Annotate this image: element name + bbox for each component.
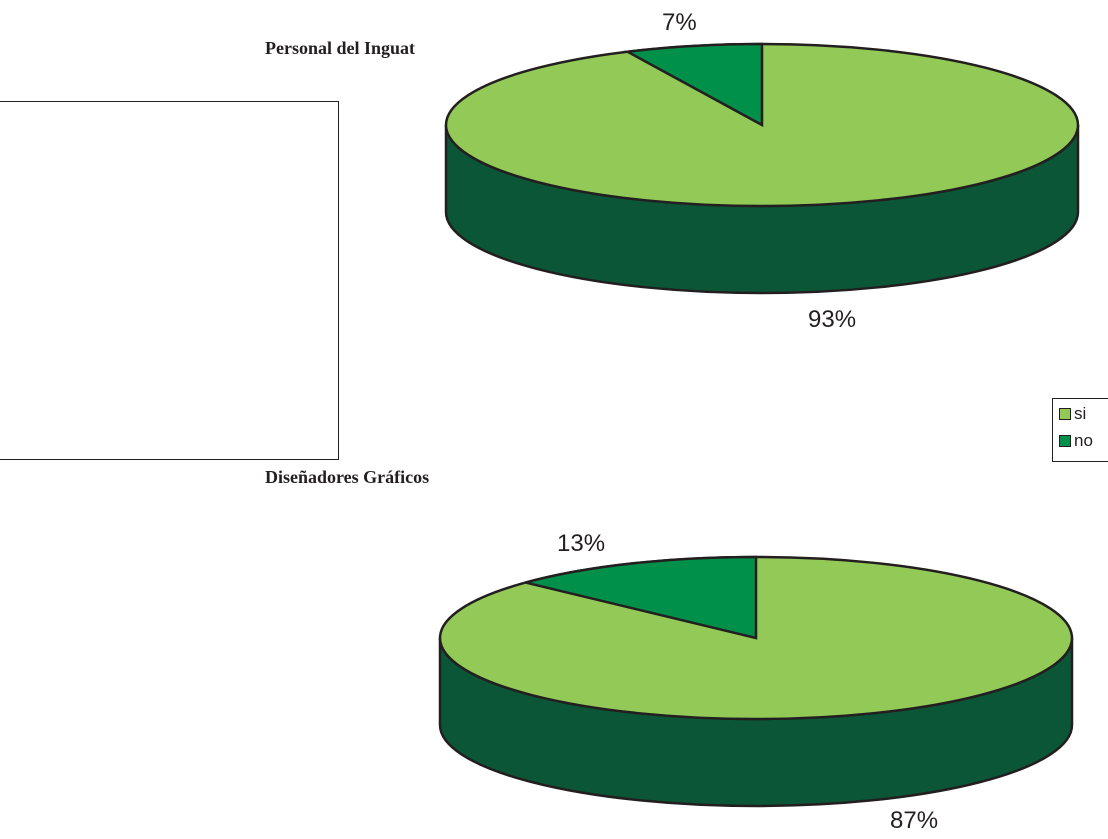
legend-item-no: no: [1059, 431, 1093, 451]
legend-swatch-no: [1059, 435, 1071, 447]
legend: si no: [1052, 398, 1108, 462]
pie-slice-no-inguat: [623, 42, 764, 128]
legend-item-si: si: [1059, 404, 1086, 424]
data-label-inguat-no: 7%: [662, 9, 697, 36]
data-label-disenadores-no: 13%: [557, 530, 606, 557]
pie-slice-no-disenadores: [525, 555, 758, 640]
legend-label-si: si: [1074, 404, 1087, 423]
legend-swatch-si: [1059, 408, 1071, 420]
pie-chart-disenadores: [438, 555, 1074, 808]
chart-title-personal-inguat: Personal del Inguat: [265, 38, 416, 58]
legend-label-no: no: [1074, 431, 1093, 450]
chart-title-disenadores: Diseñadores Gráficos: [265, 467, 430, 487]
data-label-disenadores-si: 87%: [890, 807, 939, 834]
data-label-inguat-si: 93%: [808, 306, 857, 333]
pie-chart-personal-inguat: [444, 42, 1080, 295]
blank-panel: [0, 101, 339, 460]
